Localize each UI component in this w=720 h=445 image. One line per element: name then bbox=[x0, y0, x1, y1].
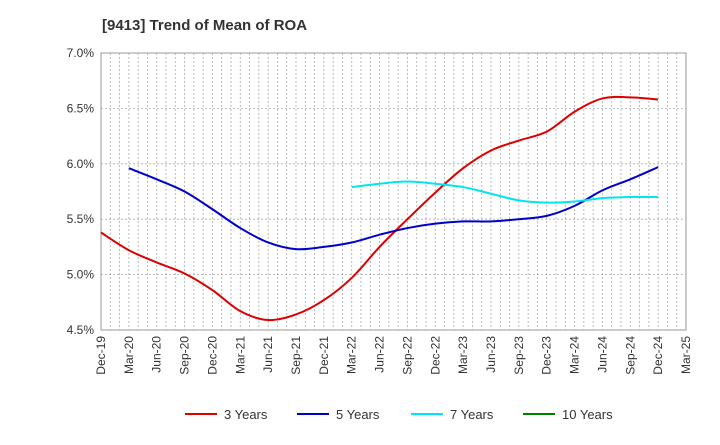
axis-layer: 4.5% 5.0% 5.5% 6.0% 6.5% 7.0% Dec-19 Mar-20 Jun-… bbox=[67, 46, 693, 375]
x-tick-label: Jun-23 bbox=[484, 336, 498, 373]
y-tick-label: 7.0% bbox=[67, 46, 95, 60]
series-line-3-years bbox=[100, 95, 659, 322]
y-tick-label: 5.0% bbox=[67, 268, 95, 282]
legend-label-3-years: 3 Years bbox=[224, 407, 268, 422]
legend: 3 Years 5 Years 7 Years 10 Years bbox=[185, 407, 613, 422]
x-tick-label: Dec-24 bbox=[651, 336, 665, 375]
legend-label-7-years: 7 Years bbox=[450, 407, 494, 422]
series-layer bbox=[100, 95, 659, 322]
y-tick-label: 5.5% bbox=[67, 212, 95, 226]
x-tick-label: Dec-23 bbox=[540, 336, 554, 375]
series-line-5-years bbox=[128, 166, 659, 251]
x-tick-label: Mar-25 bbox=[679, 336, 693, 374]
x-tick-label: Sep-20 bbox=[178, 336, 192, 375]
x-tick-label: Dec-20 bbox=[205, 336, 219, 375]
series-line-7-years bbox=[351, 180, 659, 204]
x-tick-label: Jun-21 bbox=[261, 336, 275, 373]
x-tick-label: Dec-22 bbox=[428, 336, 442, 375]
x-tick-label: Dec-19 bbox=[94, 336, 108, 375]
x-tick-label: Dec-21 bbox=[317, 336, 331, 375]
x-tick-label: Jun-20 bbox=[150, 336, 164, 373]
y-tick-label: 6.5% bbox=[67, 101, 95, 115]
legend-label-5-years: 5 Years bbox=[336, 407, 380, 422]
x-tick-label: Mar-23 bbox=[456, 336, 470, 374]
x-tick-label: Sep-24 bbox=[623, 336, 637, 375]
legend-label-10-years: 10 Years bbox=[562, 407, 613, 422]
x-tick-label: Mar-22 bbox=[345, 336, 359, 374]
grid-layer bbox=[100, 52, 687, 331]
plot-area-border bbox=[100, 52, 687, 331]
y-tick-label: 4.5% bbox=[67, 323, 95, 337]
x-tick-label: Sep-22 bbox=[400, 336, 414, 375]
x-tick-label: Jun-22 bbox=[373, 336, 387, 373]
x-tick-label: Mar-24 bbox=[568, 336, 582, 374]
x-tick-label: Jun-24 bbox=[595, 336, 609, 373]
x-tick-label: Sep-23 bbox=[512, 336, 526, 375]
chart-title: [9413] Trend of Mean of ROA bbox=[102, 17, 307, 34]
x-tick-label: Mar-20 bbox=[122, 336, 136, 374]
y-tick-label: 6.0% bbox=[67, 157, 95, 171]
x-tick-label: Mar-21 bbox=[233, 336, 247, 374]
x-tick-label: Sep-21 bbox=[289, 336, 303, 375]
